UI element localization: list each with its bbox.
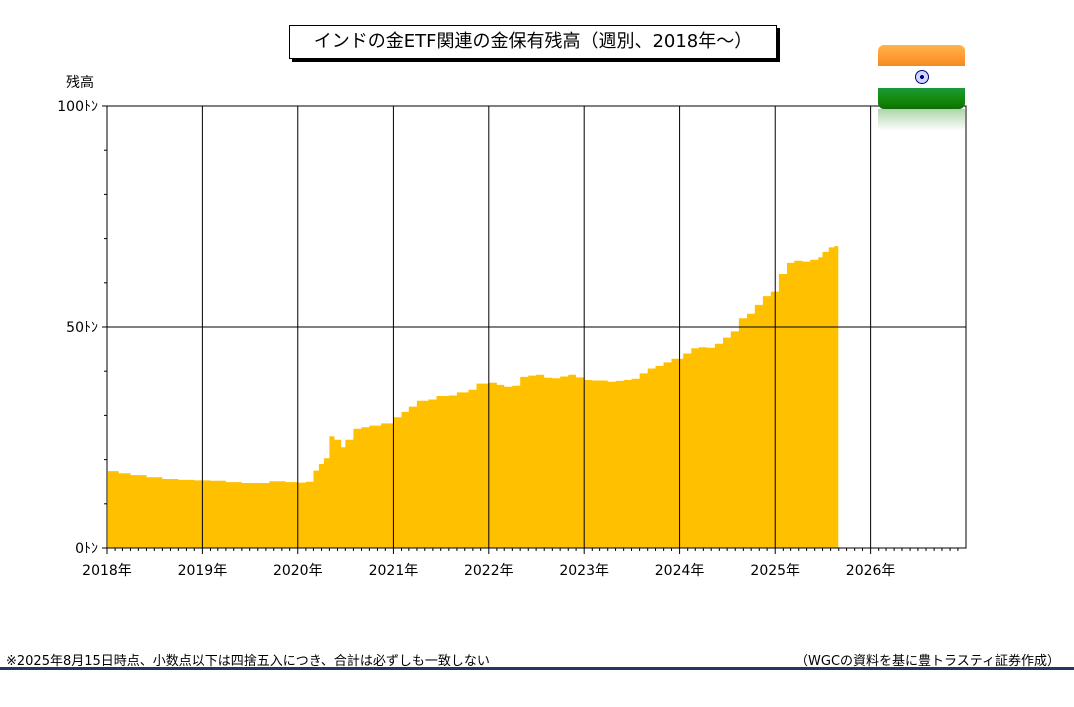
x-tick-label: 2025年: [750, 563, 800, 579]
flag-reflection: [878, 109, 965, 131]
x-tick-label: 2023年: [559, 563, 609, 579]
y-tick-label: 0ﾄﾝ: [75, 541, 98, 557]
y-axis-label: 残高: [66, 75, 94, 91]
x-tick-label: 2022年: [464, 563, 514, 579]
x-tick-label: 2021年: [369, 563, 419, 579]
chart-title: インドの金ETF関連の金保有残高（週別、2018年～）: [289, 25, 777, 59]
y-tick-label: 100ﾄﾝ: [57, 99, 98, 115]
x-tick-label: 2026年: [846, 563, 896, 579]
x-tick-label: 2024年: [655, 563, 705, 579]
x-tick-label: 2020年: [273, 563, 323, 579]
ashoka-chakra-icon: [914, 69, 929, 84]
x-tick-label: 2019年: [178, 563, 228, 579]
plot-frame: [106, 105, 967, 549]
source-note: （WGCの資料を基に豊トラスティ証券作成）: [795, 654, 1060, 669]
footnote: ※2025年8月15日時点、小数点以下は四捨五入につき、合計は必ずしも一致しない: [6, 654, 490, 669]
flag-green-stripe: [878, 87, 965, 109]
series-area: [108, 246, 839, 548]
flag-saffron-stripe: [878, 45, 965, 67]
india-flag-icon: [878, 45, 965, 109]
x-tick-label: 2018年: [82, 563, 132, 579]
bottom-rule: [0, 667, 1074, 670]
flag-white-stripe: [878, 66, 965, 88]
y-tick-label: 50ﾄﾝ: [66, 320, 98, 336]
